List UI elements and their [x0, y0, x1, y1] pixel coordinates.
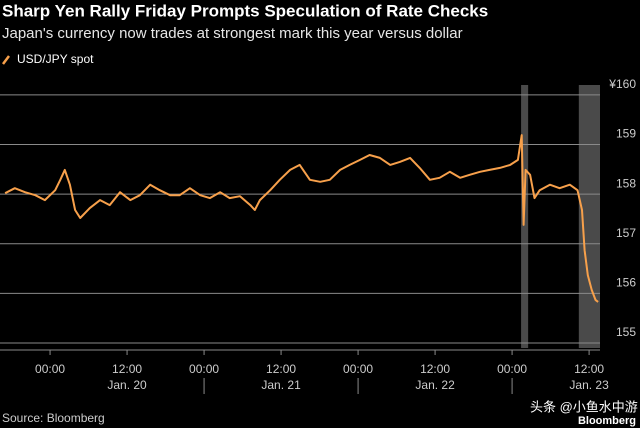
x-tick-label: 00:00 — [35, 362, 65, 376]
shaded-range — [578, 85, 600, 348]
x-tick-label: 00:00 — [497, 362, 527, 376]
x-tick-label: 12:00 — [266, 362, 296, 376]
watermark: 头条 @小鱼水中游 — [530, 399, 638, 414]
y-tick-label: ¥160 — [608, 77, 636, 91]
x-tick-label: 12:00 — [574, 362, 604, 376]
x-tick-label: 12:00 — [420, 362, 450, 376]
source: Source: Bloomberg — [2, 411, 105, 425]
chart-subtitle: Japan's currency now trades at strongest… — [2, 25, 463, 42]
series-line — [4, 134, 599, 303]
chart-title: Sharp Yen Rally Friday Prompts Speculati… — [2, 1, 488, 20]
day-label: Jan. 23 — [569, 378, 609, 392]
x-tick-label: 12:00 — [112, 362, 142, 376]
y-tick-label: 155 — [616, 325, 636, 339]
brand: Bloomberg — [578, 415, 636, 427]
day-label: Jan. 21 — [261, 378, 301, 392]
y-tick-label: 159 — [616, 127, 636, 141]
x-tick-label: 00:00 — [189, 362, 219, 376]
day-label: Jan. 22 — [415, 378, 455, 392]
x-tick-label: 00:00 — [343, 362, 373, 376]
y-tick-label: 157 — [616, 226, 636, 240]
legend-swatch — [2, 55, 10, 65]
y-tick-label: 158 — [616, 176, 636, 190]
legend-label: USD/JPY spot — [17, 52, 94, 66]
day-label: Jan. 20 — [107, 378, 147, 392]
y-tick-label: 156 — [616, 276, 636, 290]
